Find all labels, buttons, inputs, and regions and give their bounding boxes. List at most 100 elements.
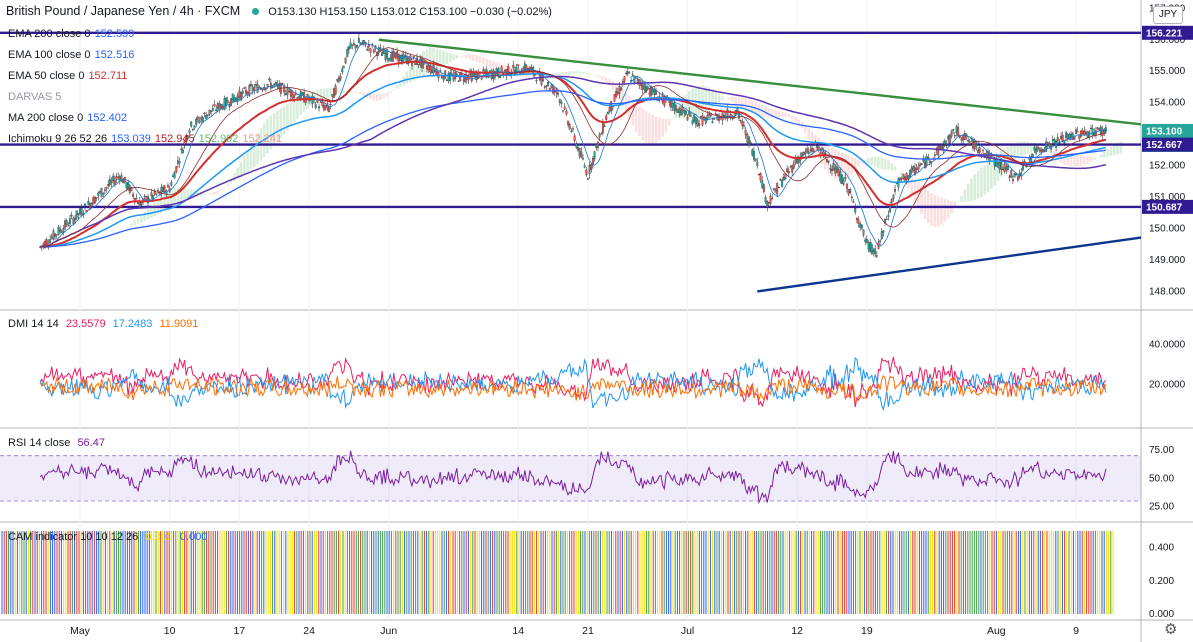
candle-body bbox=[191, 128, 194, 131]
dmi-adx-value: 11.9091 bbox=[159, 318, 199, 330]
candle-body bbox=[425, 65, 428, 69]
candle-body bbox=[455, 73, 458, 75]
candle-body bbox=[598, 134, 601, 138]
rsi-tick-label: 25.00 bbox=[1149, 502, 1174, 513]
candle-body bbox=[1053, 139, 1056, 144]
candle-body bbox=[1066, 133, 1069, 139]
candle-body bbox=[427, 65, 430, 71]
candle-body bbox=[570, 130, 573, 132]
candle-body bbox=[284, 93, 287, 95]
indicator-legend-row[interactable]: DARVAS 5 bbox=[8, 91, 65, 103]
candle-body bbox=[1056, 136, 1059, 142]
candle-body bbox=[369, 48, 372, 53]
candle-body bbox=[530, 67, 533, 69]
candle-body bbox=[606, 112, 609, 115]
candle-body bbox=[215, 109, 218, 111]
cam-value-1: 0.000 bbox=[145, 531, 173, 543]
candle-body bbox=[694, 117, 697, 124]
candle-body bbox=[558, 99, 561, 103]
dmi-minus-line bbox=[39, 356, 1107, 412]
candle-body bbox=[1010, 170, 1013, 178]
candle-body bbox=[294, 93, 297, 95]
candle-body bbox=[176, 160, 179, 164]
candle-body bbox=[761, 180, 764, 189]
candle-body bbox=[762, 184, 765, 192]
candle-body bbox=[744, 129, 747, 136]
price-tick-label: 156.000 bbox=[1149, 35, 1186, 46]
candle-body bbox=[97, 192, 100, 197]
indicator-legend-row[interactable]: Ichimoku 9 26 52 26 153.039 152.945 152.992… bbox=[8, 133, 286, 145]
candle-body bbox=[331, 94, 334, 97]
candle-body bbox=[764, 197, 767, 203]
candle-body bbox=[49, 239, 52, 244]
candle-body bbox=[449, 72, 452, 81]
candle-body bbox=[791, 165, 794, 173]
candle-body bbox=[890, 199, 893, 203]
time-axis-label: Jul bbox=[681, 625, 694, 637]
candle-body bbox=[347, 46, 350, 50]
gear-icon[interactable]: ⚙ bbox=[1164, 621, 1178, 638]
candle-body bbox=[699, 116, 702, 118]
candle-body bbox=[211, 107, 214, 112]
candle-body bbox=[827, 160, 830, 163]
candle-body bbox=[967, 140, 970, 142]
candle-body bbox=[552, 85, 555, 94]
candle-body bbox=[42, 243, 45, 246]
candle-body bbox=[562, 110, 565, 112]
indicator-legend-value: 152.516 bbox=[94, 49, 135, 61]
candle-body bbox=[382, 48, 385, 54]
candle-body bbox=[160, 187, 163, 194]
candle-body bbox=[671, 103, 674, 108]
candle-body bbox=[769, 196, 772, 204]
indicator-legend-row[interactable]: EMA 50 close 0 152.711 bbox=[8, 70, 131, 82]
indicator-legend-row[interactable]: EMA 100 close 0 152.516 bbox=[8, 49, 138, 61]
candle-body bbox=[545, 85, 548, 87]
cam-legend[interactable]: CAM indicator 10 10 12 26 0.000 0.000 bbox=[8, 531, 211, 543]
currency-button[interactable]: JPY bbox=[1153, 6, 1183, 24]
candle-body bbox=[575, 143, 578, 148]
candle-body bbox=[429, 65, 432, 73]
rsi-legend[interactable]: RSI 14 close 56.47 bbox=[8, 437, 109, 449]
time-axis-label: 9 bbox=[1073, 625, 1079, 637]
candle-body bbox=[70, 215, 73, 217]
candle-body bbox=[417, 63, 420, 66]
dmi-legend[interactable]: DMI 14 14 23.5579 17.2483 11.9091 bbox=[8, 318, 202, 330]
candle-body bbox=[389, 57, 392, 62]
candle-body bbox=[173, 172, 176, 179]
candle-body bbox=[180, 148, 183, 151]
candle-body bbox=[236, 95, 239, 102]
candle-body bbox=[235, 97, 237, 101]
dmi-plus-value: 23.5579 bbox=[65, 318, 106, 330]
indicator-legend-row[interactable]: MA 200 close 0 152.402 bbox=[8, 112, 131, 124]
candle-body bbox=[588, 164, 591, 175]
candle-body bbox=[625, 72, 628, 74]
candle-body bbox=[1096, 127, 1099, 129]
symbol-name[interactable]: British Pound / Japanese Yen bbox=[6, 4, 170, 18]
candle-body bbox=[387, 58, 390, 61]
candle-body bbox=[318, 106, 320, 109]
indicator-legend-row[interactable]: EMA 200 close 0 152.599 bbox=[8, 28, 138, 40]
candle-body bbox=[210, 110, 213, 112]
candle-body bbox=[321, 101, 324, 106]
candle-body bbox=[907, 175, 910, 180]
candle-body bbox=[67, 225, 70, 227]
candle-body bbox=[587, 178, 589, 180]
candle-body bbox=[917, 166, 920, 171]
candle-body bbox=[623, 76, 626, 82]
candle-body bbox=[577, 147, 579, 151]
candle-body bbox=[726, 109, 729, 120]
candle-body bbox=[89, 203, 91, 209]
trendlines[interactable] bbox=[378, 38, 1142, 293]
candle-body bbox=[352, 43, 355, 45]
candle-body bbox=[615, 91, 618, 97]
candle-body bbox=[603, 125, 606, 127]
candle-body bbox=[399, 54, 402, 61]
candle-body bbox=[889, 205, 892, 213]
candle-body bbox=[100, 187, 103, 198]
candle-body bbox=[978, 147, 981, 153]
dmi-pane bbox=[39, 356, 1107, 412]
chart-header[interactable]: British Pound / Japanese Yen / 4h · FXCM… bbox=[6, 4, 552, 18]
interval-label[interactable]: 4h bbox=[179, 4, 194, 18]
candle-body bbox=[673, 102, 676, 111]
